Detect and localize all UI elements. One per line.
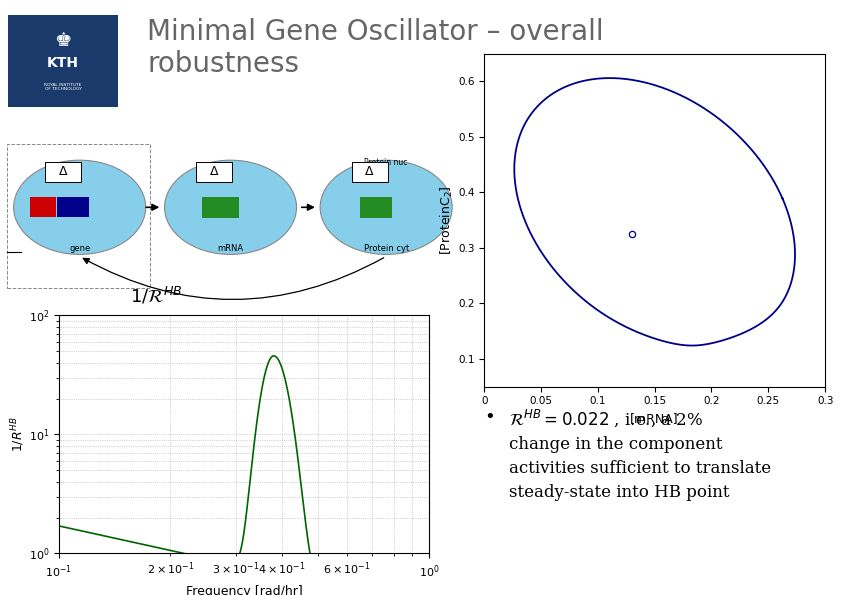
FancyBboxPatch shape xyxy=(352,162,387,181)
Bar xyxy=(202,197,239,218)
Text: Δ: Δ xyxy=(365,165,374,178)
Text: $\mathcal{R}^{HB} = 0.022$ , i.e., a 2%
change in the component
activities suffi: $\mathcal{R}^{HB} = 0.022$ , i.e., a 2% … xyxy=(509,408,771,502)
Text: ROYAL INSTITUTE
OF TECHNOLOGY: ROYAL INSTITUTE OF TECHNOLOGY xyxy=(45,83,82,91)
Bar xyxy=(30,197,56,217)
Y-axis label: [ProteinC$_2$]: [ProteinC$_2$] xyxy=(439,185,456,255)
Bar xyxy=(7,145,151,288)
Text: $1/\mathcal{R}^{HB}$: $1/\mathcal{R}^{HB}$ xyxy=(130,286,182,306)
Ellipse shape xyxy=(164,160,296,255)
Text: gene: gene xyxy=(69,244,90,253)
X-axis label: [mRNA]: [mRNA] xyxy=(631,412,679,425)
Text: Protein cyt: Protein cyt xyxy=(364,244,408,253)
Bar xyxy=(360,197,392,218)
Text: ♚: ♚ xyxy=(55,31,72,50)
Text: Δ: Δ xyxy=(210,165,218,178)
Text: •: • xyxy=(484,408,495,425)
X-axis label: Frequency [rad/hr]: Frequency [rad/hr] xyxy=(186,585,302,595)
Y-axis label: $1/R^{HB}$: $1/R^{HB}$ xyxy=(9,416,27,452)
Text: KTH: KTH xyxy=(47,56,79,70)
Text: mRNA: mRNA xyxy=(217,244,243,253)
Text: Minimal Gene Oscillator – overall
robustness: Minimal Gene Oscillator – overall robust… xyxy=(147,18,604,79)
Bar xyxy=(57,197,89,217)
Text: Δ: Δ xyxy=(59,165,67,178)
FancyBboxPatch shape xyxy=(196,162,232,181)
Text: Protein nuc: Protein nuc xyxy=(365,158,408,167)
FancyBboxPatch shape xyxy=(45,162,81,181)
Ellipse shape xyxy=(320,160,452,255)
Ellipse shape xyxy=(13,160,146,255)
